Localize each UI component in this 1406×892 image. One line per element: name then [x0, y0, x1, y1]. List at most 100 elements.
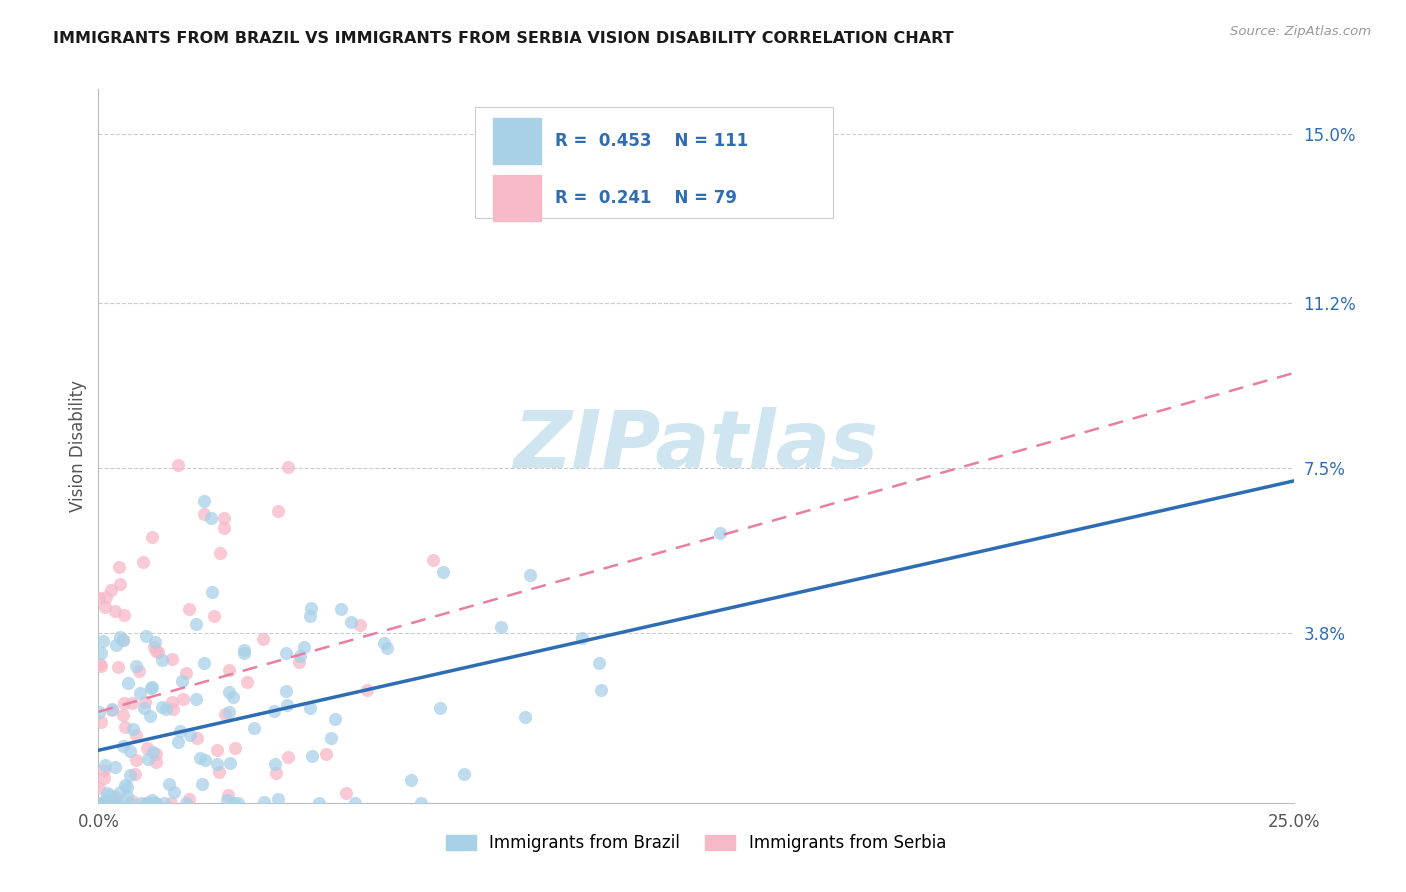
Point: [224, 740, 246, 755]
Point: [177, 792, 200, 806]
Point: [105, 638, 128, 652]
Point: [136, 796, 159, 810]
Point: [236, 675, 259, 690]
Point: [96, 786, 118, 800]
Point: [87, 591, 110, 606]
Point: [401, 773, 423, 788]
Point: [100, 702, 122, 716]
Point: [208, 764, 231, 779]
Point: [121, 723, 143, 737]
Point: [298, 701, 321, 715]
Point: [107, 659, 129, 673]
Point: [519, 568, 541, 582]
Point: [274, 683, 297, 698]
FancyBboxPatch shape: [475, 107, 834, 218]
Point: [319, 731, 342, 745]
Point: [243, 721, 266, 735]
Point: [121, 697, 143, 711]
Point: [513, 710, 536, 724]
Point: [194, 753, 217, 767]
Point: [145, 644, 167, 658]
Point: [292, 640, 315, 654]
Point: [143, 640, 166, 655]
Point: [135, 629, 157, 643]
Point: [274, 646, 297, 660]
Point: [160, 796, 183, 810]
Point: [299, 600, 322, 615]
Point: [263, 704, 285, 718]
Point: [94, 591, 117, 605]
Point: [150, 653, 173, 667]
Point: [208, 546, 231, 560]
Point: [145, 796, 167, 810]
Point: [155, 701, 177, 715]
Point: [589, 683, 612, 698]
Point: [93, 771, 115, 785]
Point: [709, 526, 731, 541]
Legend: Immigrants from Brazil, Immigrants from Serbia: Immigrants from Brazil, Immigrants from …: [439, 828, 953, 859]
Point: [163, 785, 186, 799]
Point: [170, 674, 193, 689]
Point: [141, 530, 163, 544]
Point: [217, 792, 239, 806]
Point: [340, 615, 363, 629]
Point: [111, 739, 134, 754]
Text: IMMIGRANTS FROM BRAZIL VS IMMIGRANTS FROM SERBIA VISION DISABILITY CORRELATION C: IMMIGRANTS FROM BRAZIL VS IMMIGRANTS FRO…: [53, 31, 955, 46]
Point: [432, 566, 454, 580]
Point: [205, 757, 228, 772]
Point: [90, 715, 112, 730]
Point: [205, 743, 228, 757]
Point: [160, 652, 183, 666]
Point: [411, 796, 433, 810]
Point: [153, 796, 176, 810]
Point: [114, 778, 136, 792]
Point: [218, 663, 240, 677]
Point: [91, 796, 114, 810]
Point: [422, 553, 444, 567]
Point: [139, 709, 162, 723]
Point: [191, 777, 214, 791]
Text: ZIPatlas: ZIPatlas: [513, 407, 879, 485]
Point: [121, 793, 143, 807]
Point: [110, 576, 132, 591]
Point: [375, 640, 398, 655]
Point: [118, 768, 141, 782]
Point: [100, 703, 122, 717]
Point: [193, 507, 215, 521]
Point: [252, 632, 274, 646]
Point: [117, 780, 139, 794]
Point: [201, 584, 224, 599]
Point: [112, 608, 135, 623]
Point: [98, 796, 121, 810]
Text: R =  0.241    N = 79: R = 0.241 N = 79: [555, 189, 737, 207]
Point: [232, 643, 254, 657]
Point: [266, 792, 288, 806]
Point: [125, 659, 148, 673]
Point: [264, 766, 287, 780]
Point: [97, 796, 120, 810]
Point: [89, 657, 111, 672]
Point: [145, 747, 167, 762]
Point: [276, 698, 298, 713]
Point: [101, 796, 124, 810]
Point: [202, 609, 225, 624]
Point: [179, 602, 201, 616]
Point: [174, 665, 197, 680]
Point: [98, 796, 121, 810]
Point: [98, 796, 121, 810]
Point: [253, 795, 276, 809]
Point: [162, 702, 184, 716]
Point: [125, 728, 148, 742]
Point: [105, 796, 128, 810]
Point: [90, 646, 112, 660]
Point: [288, 656, 311, 670]
Point: [188, 751, 211, 765]
Point: [120, 744, 142, 758]
Point: [105, 796, 128, 810]
Point: [104, 604, 127, 618]
Point: [571, 631, 593, 645]
Point: [105, 796, 128, 810]
Point: [214, 706, 236, 721]
Point: [193, 494, 215, 508]
Point: [373, 636, 395, 650]
